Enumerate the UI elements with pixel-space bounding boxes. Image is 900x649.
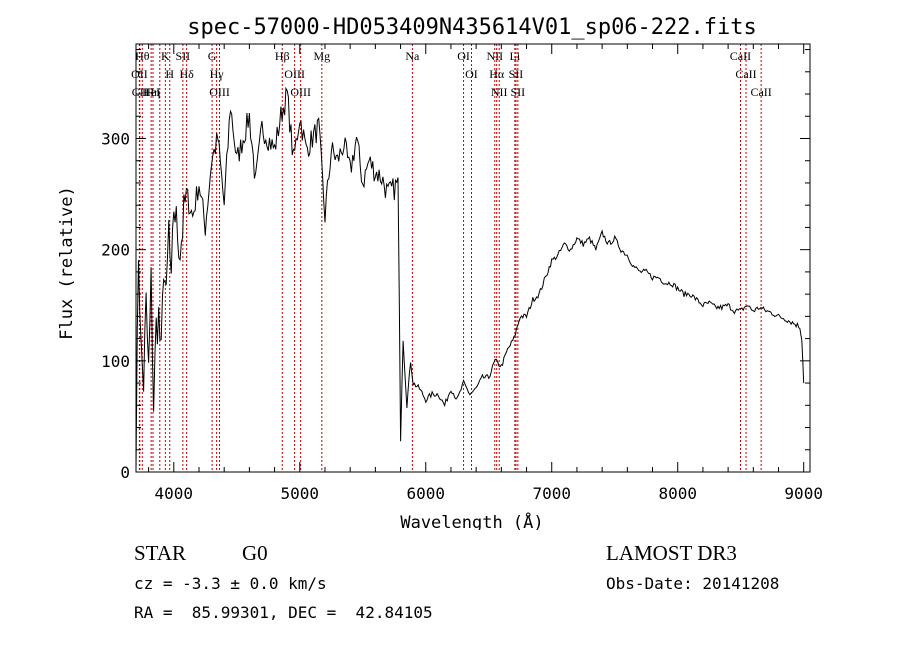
line-label-7-0: H — [165, 67, 174, 81]
object-class: STAR — [134, 541, 186, 565]
line-label-25-0: SII — [511, 85, 526, 99]
line-label-12-0: OIII — [209, 85, 230, 99]
line-label-27-0: CaII — [735, 67, 756, 81]
x-axis-label: Wavelength (Å) — [400, 511, 543, 530]
line-label-18-0: OI — [457, 49, 470, 63]
x-tick-label-7000: 7000 — [532, 484, 571, 503]
line-label-15-0: OIII — [290, 85, 311, 99]
axis-ticks: 4000 5000 6000 7000 8000 9000 0 100 200 300 — [101, 44, 823, 503]
x-tick-label-6000: 6000 — [406, 484, 445, 503]
line-label-9-0: Hδ — [179, 67, 194, 81]
x-tick-label-4000: 4000 — [155, 484, 194, 503]
line-label-11-0: Hγ — [210, 67, 225, 81]
y-tick-label-0: 0 — [120, 463, 130, 482]
line-label-3-0: HeI — [142, 85, 160, 99]
chart-title: spec-57000-HD053409N435614V01_sp06-222.f… — [187, 15, 757, 40]
line-label-26-0: CaII — [730, 49, 751, 63]
line-label-28-0: CaII — [750, 85, 771, 99]
y-tick-label-200: 200 — [101, 241, 130, 260]
line-label-24-0: SII — [509, 67, 524, 81]
x-tick-label-8000: 8000 — [658, 484, 697, 503]
line-label-1-0: OII — [131, 67, 148, 81]
line-label-19-0: OI — [465, 67, 478, 81]
coordinates: RA = 85.99301, DEC = 42.84105 — [134, 603, 433, 622]
y-axis-label: Flux (relative) — [57, 186, 77, 340]
plot-frame — [135, 43, 811, 473]
redshift-cz: cz = -3.3 ± 0.0 km/s — [134, 574, 327, 593]
spectrum-chart: spec-57000-HD053409N435614V01_sp06-222.f… — [57, 15, 823, 530]
emission-line-markers — [138, 44, 762, 472]
object-subclass: G0 — [242, 541, 268, 565]
line-label-13-0: Hβ — [275, 49, 290, 63]
line-label-22-0: NII — [491, 85, 508, 99]
line-label-4-0: Hη — [146, 85, 161, 99]
observation-date: Obs-Date: 20141208 — [606, 574, 780, 593]
y-tick-label-300: 300 — [101, 129, 130, 148]
line-label-14-0: OIII — [284, 67, 305, 81]
spectrum-series-line — [135, 86, 805, 471]
line-label-6-0: K — [161, 49, 170, 63]
y-tick-label-100: 100 — [101, 352, 130, 371]
survey-name: LAMOST DR3 — [606, 541, 737, 565]
line-label-10-0: G — [208, 49, 217, 63]
line-label-16-0: Mg — [313, 49, 330, 63]
x-tick-label-5000: 5000 — [281, 484, 320, 503]
line-label-0-0: Hθ — [135, 49, 150, 63]
x-tick-label-9000: 9000 — [784, 484, 823, 503]
line-label-17-0: Na — [405, 49, 420, 63]
line-label-23-0: Li — [509, 49, 520, 63]
line-label-20-0: NII — [486, 49, 503, 63]
line-label-8-0: SII — [176, 49, 191, 63]
line-label-21-0: Hα — [489, 67, 505, 81]
